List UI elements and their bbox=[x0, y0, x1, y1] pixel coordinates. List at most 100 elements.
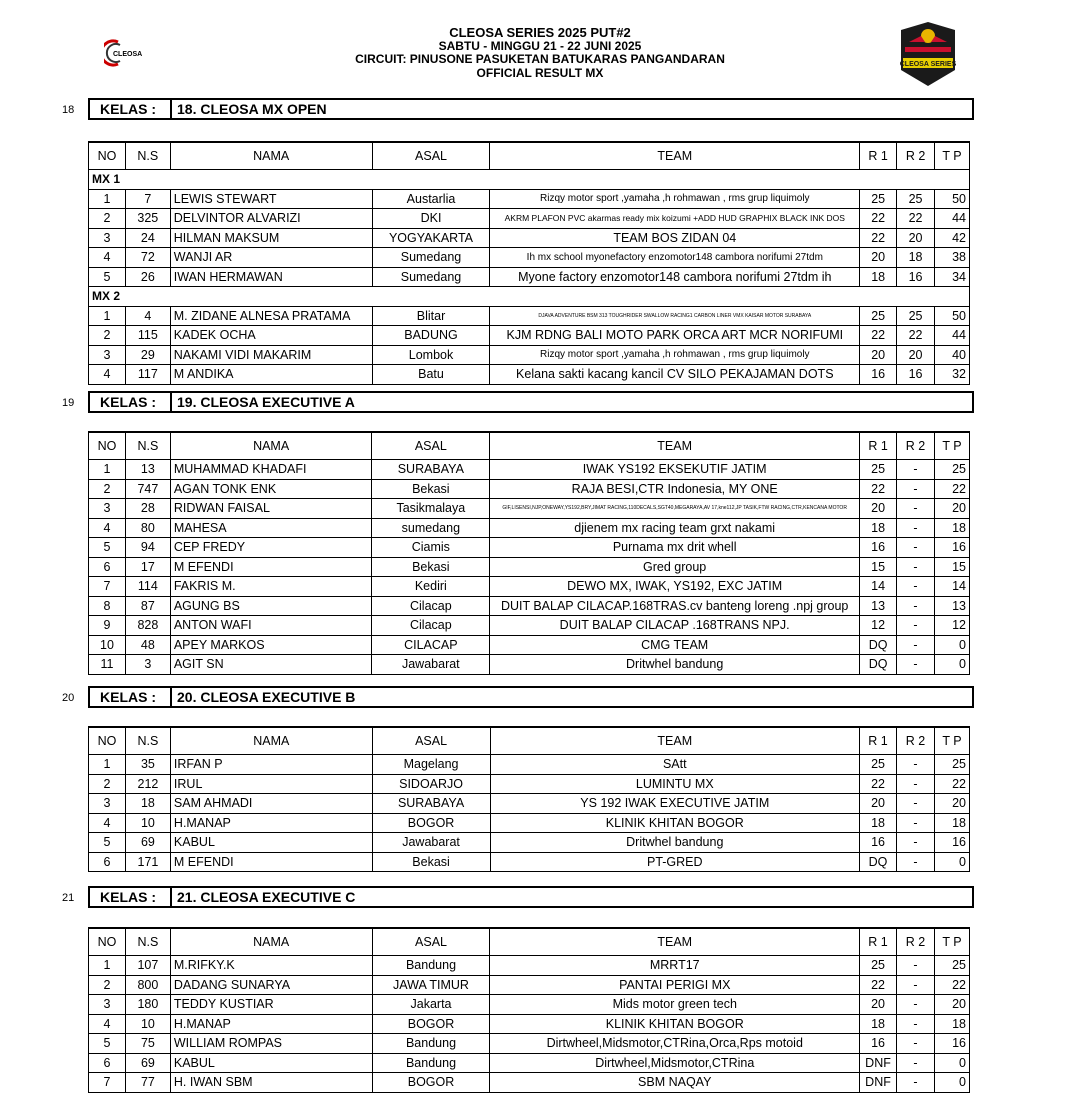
asal-cell: Bandung bbox=[371, 955, 491, 976]
r2-cell: - bbox=[896, 832, 935, 853]
kelas-name: 18. CLEOSA MX OPEN bbox=[177, 101, 327, 117]
table-row: 11 3 AGIT SN Jawabarat Dritwhel bandung DQ -0 bbox=[88, 654, 971, 675]
tp-cell: 16 bbox=[933, 1033, 971, 1054]
no-cell: 7 bbox=[88, 1072, 126, 1093]
column-header: TEAM bbox=[489, 927, 861, 956]
kelas-bar: KELAS : 18. CLEOSA MX OPEN bbox=[88, 98, 974, 120]
table-row: 4 117 M ANDIKA Batu Kelana sakti kacang kanc… bbox=[88, 364, 970, 385]
team-cell: PANTAI PERIGI MX bbox=[489, 974, 861, 995]
table-row: 1 107 M.RIFKY.K Bandung MRRT17 25-25 bbox=[88, 955, 971, 976]
ns-cell: 80 bbox=[124, 517, 171, 538]
team-cell: KJM RDNG BALI MOTO PARK ORCA ART MCR NOR… bbox=[489, 325, 861, 346]
tp-cell: 20 bbox=[933, 994, 971, 1015]
column-header: TEAM bbox=[489, 141, 861, 170]
ns-cell: 35 bbox=[124, 754, 171, 775]
asal-cell: Tasikmalaya bbox=[371, 498, 491, 519]
column-header: R 1 bbox=[859, 927, 898, 956]
column-header: NAMA bbox=[169, 141, 373, 170]
nama-cell: NAKAMI VIDI MAKARIM bbox=[169, 344, 373, 365]
r2-cell: - bbox=[896, 498, 935, 519]
column-header: R 2 bbox=[896, 431, 935, 460]
table-row: 1 13 MUHAMMAD KHADAFI SURABAYA IWAK YS192 EK… bbox=[88, 459, 971, 480]
column-header: NO bbox=[88, 726, 126, 755]
team-cell: DEWO MX, IWAK, YS192, EXC JATIM bbox=[489, 576, 861, 597]
table-row: 1 35 IRFAN P Magelang SAtt 25-25 bbox=[88, 754, 971, 775]
ns-cell: 17 bbox=[124, 556, 171, 577]
column-header: ASAL bbox=[371, 431, 491, 460]
ns-cell: 4 bbox=[124, 305, 171, 326]
no-cell: 5 bbox=[88, 1033, 126, 1054]
r2-cell: - bbox=[896, 851, 935, 872]
table-row: 7 77 H. IWAN SBM BOGOR SBM NAQAY DNF -0 bbox=[88, 1072, 971, 1093]
nama-cell: KABUL bbox=[169, 832, 373, 853]
team-cell: djienem mx racing team grxt nakami bbox=[489, 517, 861, 538]
table-row: 4 10 H.MANAP BOGOR KLINIK KHITAN BOGOR 18-18 bbox=[88, 812, 971, 833]
r1-cell: 22 bbox=[859, 974, 898, 995]
nama-cell: CEP FREDY bbox=[169, 537, 373, 558]
kelas-name: 20. CLEOSA EXECUTIVE B bbox=[177, 689, 356, 705]
no-cell: 1 bbox=[88, 459, 126, 480]
no-cell: 1 bbox=[88, 754, 126, 775]
tp-cell: 13 bbox=[933, 595, 971, 616]
asal-cell: Ciamis bbox=[371, 537, 491, 558]
kelas-label: KELAS : bbox=[90, 888, 172, 906]
column-header: R 1 bbox=[859, 726, 898, 755]
ns-cell: 75 bbox=[124, 1033, 171, 1054]
no-cell: 2 bbox=[88, 773, 126, 794]
ns-cell: 117 bbox=[124, 364, 171, 385]
team-cell: Dirtwheel,Midsmotor,CTRina bbox=[489, 1052, 861, 1073]
r2-cell: - bbox=[896, 754, 935, 775]
table-row: 5 75 WILLIAM ROMPAS Bandung Dirtwheel,Midsmo… bbox=[88, 1033, 971, 1054]
team-cell: Dirtwheel,Midsmotor,CTRina,Orca,Rps moto… bbox=[489, 1033, 861, 1054]
table-row: 2 747 AGAN TONK ENK Bekasi RAJA BESI,CTR Ind… bbox=[88, 478, 971, 499]
r2-cell: - bbox=[896, 634, 935, 655]
no-cell: 3 bbox=[88, 994, 126, 1015]
nama-cell: H. IWAN SBM bbox=[169, 1072, 373, 1093]
asal-cell: Sumedang bbox=[371, 266, 491, 287]
ns-cell: 28 bbox=[124, 498, 171, 519]
asal-cell: Bekasi bbox=[371, 556, 491, 577]
r2-cell: 25 bbox=[896, 305, 936, 326]
tp-cell: 25 bbox=[933, 459, 971, 480]
r1-cell: 22 bbox=[859, 478, 898, 499]
table-row: 2 800 DADANG SUNARYA JAWA TIMUR PANTAI PERIG… bbox=[88, 974, 971, 995]
team-cell: Rizqy motor sport ,yamaha ,h rohmawan , … bbox=[489, 188, 861, 209]
column-header: NO bbox=[88, 141, 126, 170]
ns-cell: 26 bbox=[124, 266, 171, 287]
table-row: 7 114 FAKRIS M. Kediri DEWO MX, IWAK, YS192,… bbox=[88, 576, 971, 597]
table-row: 3 180 TEDDY KUSTIAR Jakarta Mids motor green… bbox=[88, 994, 971, 1015]
tp-cell: 0 bbox=[933, 1072, 971, 1093]
no-cell: 5 bbox=[88, 266, 126, 287]
ns-cell: 115 bbox=[124, 325, 171, 346]
team-cell: Mids motor green tech bbox=[489, 994, 861, 1015]
no-cell: 10 bbox=[88, 634, 126, 655]
tp-cell: 18 bbox=[933, 517, 971, 538]
kelas-bar: KELAS : 21. CLEOSA EXECUTIVE C bbox=[88, 886, 974, 908]
ns-cell: 69 bbox=[124, 832, 171, 853]
column-header: TEAM bbox=[489, 431, 861, 460]
no-cell: 4 bbox=[88, 812, 126, 833]
nama-cell: KABUL bbox=[169, 1052, 373, 1073]
r1-cell: 15 bbox=[859, 556, 898, 577]
nama-cell: DELVINTOR ALVARIZI bbox=[169, 208, 373, 229]
nama-cell: RIDWAN FAISAL bbox=[169, 498, 373, 519]
table-row: 2 325 DELVINTOR ALVARIZI DKI AKRM PLAFON PVC… bbox=[88, 208, 970, 229]
event-title: CLEOSA SERIES 2025 PUT#2 bbox=[449, 25, 631, 40]
no-cell: 2 bbox=[88, 478, 126, 499]
asal-cell: Austarlia bbox=[371, 188, 491, 209]
no-cell: 8 bbox=[88, 595, 126, 616]
ns-cell: 10 bbox=[124, 812, 171, 833]
team-cell: Kelana sakti kacang kancil CV SILO PEKAJ… bbox=[489, 364, 861, 385]
column-header: R 2 bbox=[896, 726, 935, 755]
table-row: 6 69 KABUL Bandung Dirtwheel,Midsmotor,CTRin… bbox=[88, 1052, 971, 1073]
asal-cell: DKI bbox=[371, 208, 491, 229]
column-header: T P bbox=[933, 726, 971, 755]
r1-cell: 16 bbox=[859, 364, 898, 385]
r1-cell: 18 bbox=[859, 266, 898, 287]
column-header: ASAL bbox=[371, 726, 491, 755]
nama-cell: KADEK OCHA bbox=[169, 325, 373, 346]
asal-cell: Bandung bbox=[371, 1033, 491, 1054]
